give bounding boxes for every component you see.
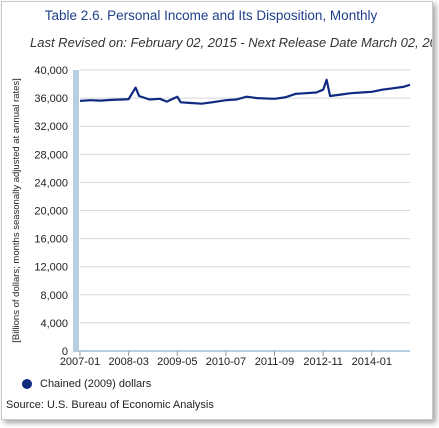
series-line: [79, 78, 411, 105]
y-tick-label: 36,000: [34, 93, 68, 105]
y-axis-band: [73, 70, 79, 351]
legend-marker: [22, 379, 32, 389]
y-tick-label: 20,000: [34, 206, 68, 218]
x-tick-label: 2009-05: [157, 356, 197, 368]
y-tick-label: 12,000: [34, 262, 68, 274]
y-tick-label: 24,000: [34, 177, 68, 189]
chart-subtitle: Last Revised on: February 02, 2015 - Nex…: [30, 35, 433, 50]
x-tick-label: 2011-09: [255, 356, 295, 368]
x-tick-label: 2007-01: [60, 356, 100, 368]
chart-title: Table 2.6. Personal Income and Its Dispo…: [44, 8, 378, 23]
y-axis-label: [Billions of dollars; months seasonally …: [11, 78, 22, 343]
x-tick-label: 2008-03: [108, 356, 148, 368]
y-tick-label: 0: [62, 346, 68, 358]
source-note: Source: U.S. Bureau of Economic Analysis: [6, 399, 214, 411]
y-tick-label: 8,000: [40, 290, 68, 302]
y-tick-label: 16,000: [34, 234, 68, 246]
legend: Chained (2009) dollars: [22, 378, 151, 390]
x-tick-label: 2014-01: [352, 356, 392, 368]
y-tick-label: 40,000: [34, 65, 68, 77]
y-tick-label: 32,000: [34, 121, 68, 133]
x-tick-label: 2010-07: [206, 356, 246, 368]
y-tick-label: 4,000: [40, 318, 68, 330]
x-tick-label: 2012-11: [303, 356, 343, 368]
legend-label: Chained (2009) dollars: [40, 378, 152, 390]
y-tick-label: 28,000: [34, 149, 68, 161]
chart-frame: Table 2.6. Personal Income and Its Dispo…: [1, 1, 433, 420]
line-chart: 0 4,000 8,000 12,000 16,000 20,000 24,000 28,00…: [11, 65, 411, 368]
